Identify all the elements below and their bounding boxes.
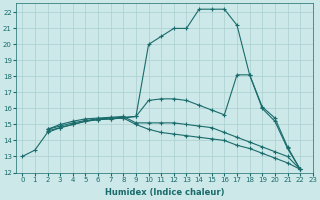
X-axis label: Humidex (Indice chaleur): Humidex (Indice chaleur) bbox=[105, 188, 224, 197]
